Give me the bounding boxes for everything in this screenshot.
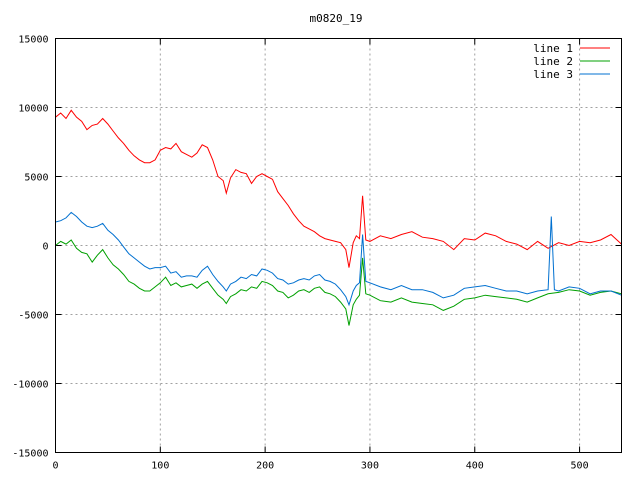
series-lines <box>55 109 622 326</box>
x-tick-label: 300 <box>361 461 379 472</box>
series-line-2 <box>55 239 622 326</box>
y-tick-label: -10000 <box>12 380 48 391</box>
legend-label: line 1 <box>533 42 573 55</box>
y-tick-label: -5000 <box>18 311 48 322</box>
y-tick-label: 15000 <box>18 35 48 46</box>
y-tick-label: -15000 <box>12 449 48 460</box>
y-tick-label: 10000 <box>18 104 48 115</box>
x-tick-label: 500 <box>571 461 589 472</box>
y-tick-label: 5000 <box>24 173 48 184</box>
x-tick-label: 200 <box>256 461 274 472</box>
series-line-3 <box>55 211 622 307</box>
y-tick-label: 0 <box>42 242 48 253</box>
x-tick-label: 100 <box>151 461 169 472</box>
legend-label: line 3 <box>533 68 573 81</box>
series-line-1 <box>55 109 622 268</box>
x-tick-label: 0 <box>52 461 58 472</box>
chart-title: m0820_19 <box>310 12 363 25</box>
plot-frame <box>55 38 622 453</box>
x-tick-label: 400 <box>466 461 484 472</box>
x-axis-ticks: 0 100 200 300 400 500 <box>52 38 589 472</box>
legend-label: line 2 <box>533 55 573 68</box>
grid-lines <box>55 38 622 453</box>
